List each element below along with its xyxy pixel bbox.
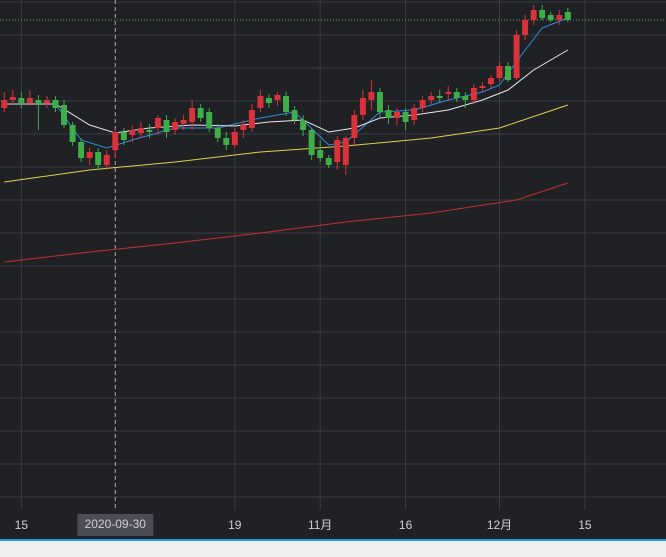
candle-body	[163, 120, 170, 132]
candle-body	[78, 142, 85, 158]
candle-body	[35, 100, 42, 104]
candle-body	[257, 96, 264, 108]
candle-body	[300, 120, 307, 130]
bottom-strip	[0, 541, 666, 557]
x-tick-label: 12月	[487, 518, 512, 532]
candle-body	[317, 150, 324, 158]
candle-body	[556, 15, 563, 20]
candle-body	[487, 78, 494, 84]
candle-body	[103, 155, 110, 165]
candle-body	[351, 115, 358, 138]
candle-body	[334, 140, 341, 162]
candle-body	[172, 122, 179, 130]
candle-body	[470, 88, 477, 100]
candle-body	[154, 118, 161, 128]
candle-body	[385, 110, 392, 118]
candle-body	[513, 35, 520, 78]
candle-body	[402, 112, 409, 122]
candle-body	[496, 66, 503, 78]
candle-body	[291, 110, 298, 120]
candle-body	[86, 152, 93, 158]
candle-body	[547, 15, 554, 20]
candle-body	[189, 108, 196, 122]
candle-body	[1, 100, 8, 108]
moving-average	[4, 182, 568, 263]
candle-body	[376, 92, 383, 112]
candle-body	[283, 96, 290, 112]
candle-body	[564, 12, 571, 20]
candle-body	[342, 138, 349, 165]
candle-body	[214, 128, 221, 138]
candle-body	[146, 130, 153, 132]
candle-body	[274, 95, 281, 100]
crosshair-label-bg	[77, 514, 154, 536]
candle-body	[394, 112, 401, 118]
candle-body	[240, 125, 247, 130]
candle-body	[120, 132, 127, 140]
candle-body	[9, 97, 16, 100]
x-tick-label: 15	[578, 518, 592, 532]
candle-body	[411, 108, 418, 120]
candle-body	[231, 132, 238, 145]
candle-body	[428, 96, 435, 100]
candle-body	[325, 158, 332, 165]
candle-body	[453, 92, 460, 98]
candle-body	[18, 98, 25, 103]
x-tick-label: 11月	[308, 518, 332, 532]
candle-body	[462, 96, 469, 100]
candle-body	[129, 130, 136, 135]
candle-body	[505, 66, 512, 80]
candle-body	[112, 132, 119, 150]
x-tick-label: 19	[228, 518, 242, 532]
candle-body	[69, 125, 76, 142]
candle-body	[52, 100, 59, 108]
candle-body	[530, 10, 537, 20]
candle-body	[248, 110, 255, 128]
candle-body	[419, 100, 426, 108]
candle-body	[43, 100, 50, 103]
candle-body	[180, 120, 187, 124]
candle-body	[479, 86, 486, 88]
candle-body	[368, 92, 375, 100]
candle-body	[223, 138, 230, 145]
candle-body	[308, 130, 315, 155]
moving-average	[4, 17, 568, 149]
candle-body	[539, 10, 546, 18]
candle-body	[436, 96, 443, 98]
candle-body	[95, 152, 102, 165]
candle-body	[26, 98, 33, 103]
candle-body	[265, 98, 272, 103]
candle-body	[206, 112, 213, 128]
candle-body	[197, 108, 204, 118]
x-tick-label: 16	[399, 518, 413, 532]
moving-average	[4, 104, 568, 183]
candle-body	[137, 128, 144, 133]
candle-body	[61, 105, 68, 125]
candle-body	[522, 20, 529, 35]
candle-body	[359, 98, 366, 115]
crosshair-label: 2020-09-30	[85, 517, 147, 531]
candle-body	[445, 92, 452, 94]
x-tick-label: 15	[15, 518, 29, 532]
